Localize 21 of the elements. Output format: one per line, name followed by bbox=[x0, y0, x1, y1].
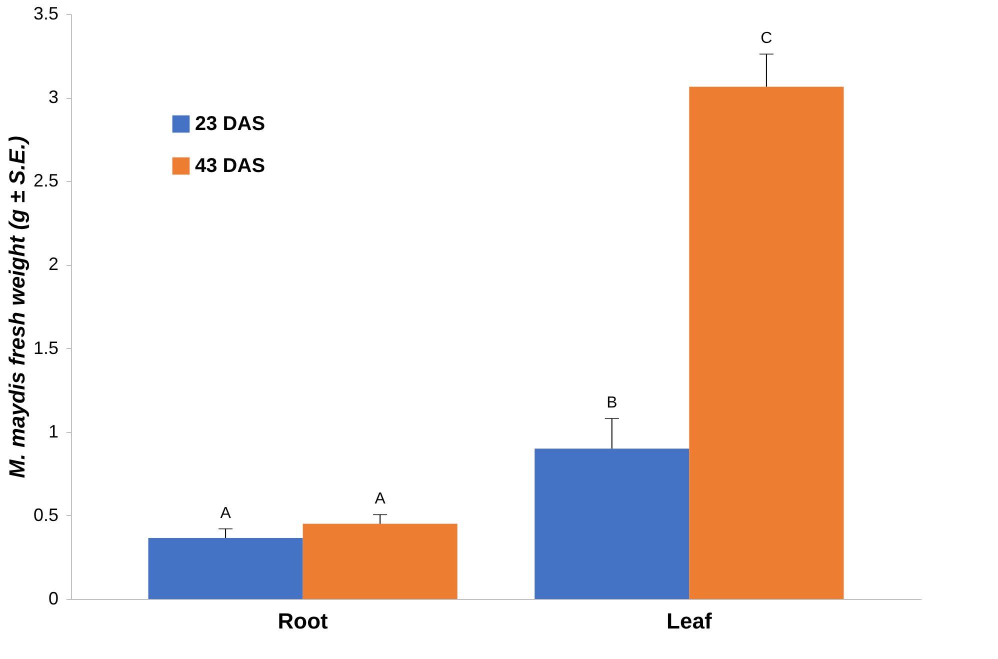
bar bbox=[148, 538, 303, 599]
y-tick-label: 2 bbox=[48, 254, 58, 274]
y-axis-title: M. maydis fresh weight (g ± S.E.) bbox=[4, 136, 30, 478]
y-tick-label: 1 bbox=[48, 421, 58, 442]
data-label: A bbox=[374, 490, 386, 508]
y-tick-label: 3 bbox=[48, 87, 58, 108]
legend-label: 43 DAS bbox=[195, 155, 266, 177]
y-tick-label: 0 bbox=[48, 588, 58, 608]
y-tick-label: 0.5 bbox=[33, 504, 58, 525]
legend-label: 23 DAS bbox=[195, 113, 266, 135]
bar bbox=[302, 524, 458, 599]
x-tick-label: Root bbox=[278, 608, 329, 634]
data-label: C bbox=[760, 30, 772, 48]
y-tick-label: 1.5 bbox=[33, 338, 58, 358]
data-label: A bbox=[220, 504, 232, 522]
x-tick-label: Leaf bbox=[666, 608, 712, 634]
y-tick-label: 2.5 bbox=[33, 170, 58, 191]
bar bbox=[689, 86, 844, 599]
y-tick-label: 3.5 bbox=[33, 4, 58, 24]
data-label: B bbox=[606, 394, 618, 412]
bar bbox=[534, 448, 690, 599]
